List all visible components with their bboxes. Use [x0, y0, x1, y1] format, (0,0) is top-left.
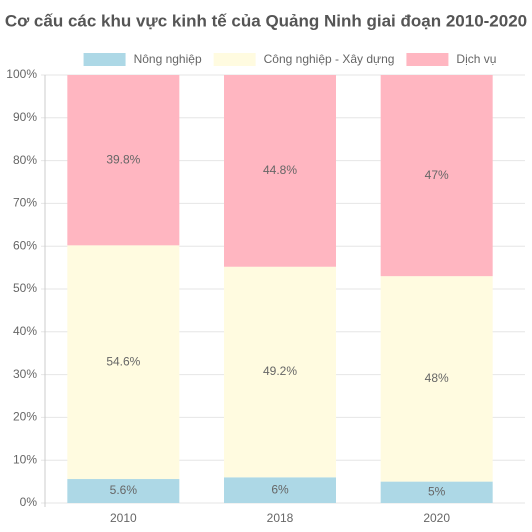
bar-segment — [224, 75, 336, 267]
legend: Nông nghiệp Công nghiệp - Xây dựng Dịch vụ — [83, 52, 496, 66]
y-tick-label: 50% — [13, 281, 37, 295]
data-label: 54.6% — [106, 354, 140, 368]
bar-segment — [224, 266, 336, 478]
legend-label: Dịch vụ — [456, 52, 496, 66]
y-tick-label: 90% — [13, 110, 37, 124]
bar-segment — [380, 481, 493, 503]
bar-segment — [67, 479, 180, 503]
bar-segment — [224, 477, 336, 503]
x-tick-label: 2020 — [423, 511, 450, 525]
data-label: 39.8% — [106, 152, 140, 166]
x-tick-label: 2010 — [110, 511, 137, 525]
legend-label: Công nghiệp - Xây dựng — [264, 52, 395, 66]
y-tick-label: 0% — [20, 495, 38, 509]
data-label: 49.2% — [263, 364, 297, 378]
legend-swatch — [213, 53, 256, 66]
data-label: 47% — [425, 168, 449, 182]
legend-swatch — [406, 53, 449, 66]
bar-segment — [380, 276, 493, 482]
y-tick-label: 100% — [6, 67, 37, 81]
y-tick-label: 70% — [13, 196, 37, 210]
y-tick-label: 80% — [13, 153, 37, 167]
y-tick-label: 20% — [13, 410, 37, 424]
y-tick-label: 10% — [13, 452, 37, 466]
data-label: 6% — [271, 482, 289, 496]
chart-title: Cơ cấu các khu vực kinh tế của Quảng Nin… — [5, 11, 527, 30]
legend-label: Nông nghiệp — [134, 52, 202, 66]
x-tick-label: 2018 — [267, 511, 294, 525]
y-tick-label: 30% — [13, 367, 37, 381]
bar-segment — [67, 75, 180, 246]
data-label: 5.6% — [110, 483, 138, 497]
y-tick-label: 60% — [13, 238, 37, 252]
data-label: 44.8% — [263, 163, 297, 177]
data-label: 5% — [428, 484, 446, 498]
data-label: 48% — [425, 371, 449, 385]
y-tick-label: 40% — [13, 324, 37, 338]
bar-segment — [67, 245, 180, 480]
bar-segment — [380, 75, 493, 277]
legend-swatch — [83, 53, 126, 66]
